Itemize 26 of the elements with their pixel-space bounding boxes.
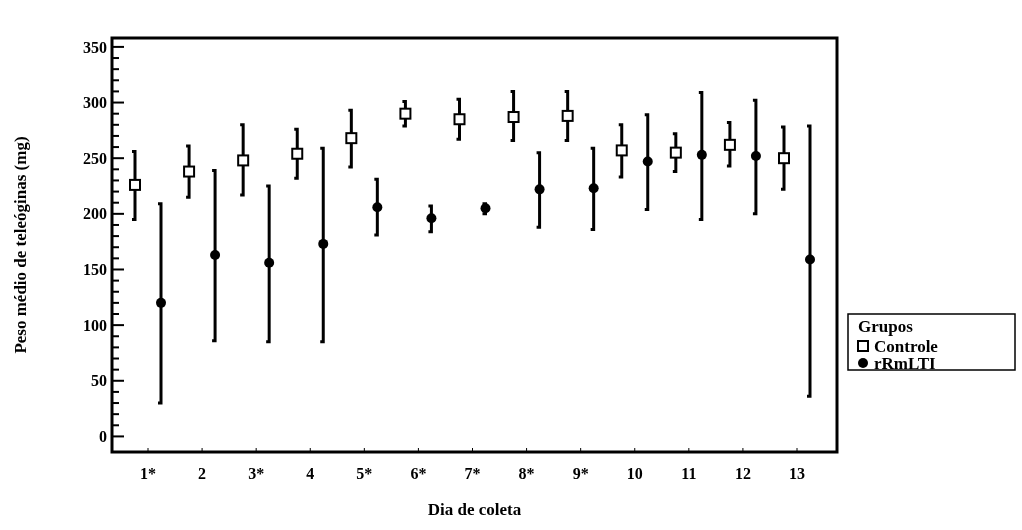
x-tick-label: 9* xyxy=(572,465,589,482)
y-tick-label: 350 xyxy=(83,38,107,56)
x-tick-label: 6* xyxy=(410,465,427,482)
legend-title: Grupos xyxy=(858,317,914,336)
y-tick-label: 150 xyxy=(83,261,107,279)
x-tick-label: 4 xyxy=(306,465,315,482)
x-tick-label: 13 xyxy=(789,465,805,482)
y-tick-label: 50 xyxy=(91,372,107,390)
x-tick-label: 12 xyxy=(734,465,751,482)
y-tick-label: 200 xyxy=(83,205,107,223)
x-tick-label: 1* xyxy=(140,465,156,482)
y-tick-label: 100 xyxy=(83,316,107,334)
y-tick-label: 0 xyxy=(99,428,107,446)
x-tick-label: 8* xyxy=(518,465,535,482)
x-tick-label: 11 xyxy=(681,465,697,482)
y-tick-label: 300 xyxy=(83,94,107,112)
y-tick-label: 250 xyxy=(83,149,107,167)
y-axis-title: Peso médio de teleóginas (mg) xyxy=(11,136,30,354)
legend-label: Controle xyxy=(874,336,939,356)
x-tick-label: 3* xyxy=(248,465,265,482)
x-tick-label: 5* xyxy=(356,465,373,482)
legend-label: rRmLTI xyxy=(874,353,937,373)
x-tick-label: 7* xyxy=(464,465,481,482)
x-tick-label: 10 xyxy=(626,465,643,482)
x-axis-title: Dia de coleta xyxy=(427,500,522,519)
x-tick-label: 2 xyxy=(198,465,207,482)
